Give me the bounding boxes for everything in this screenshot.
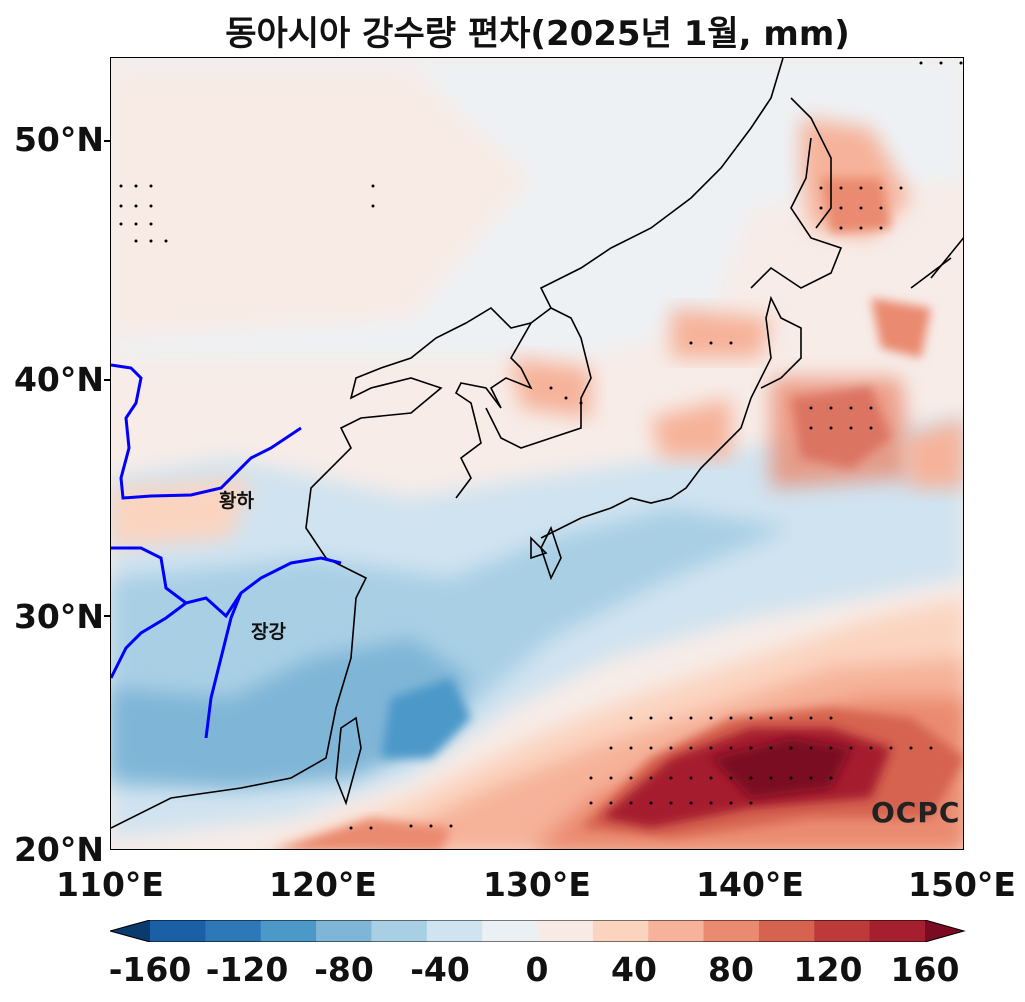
- colorbar-label: 120: [793, 950, 863, 989]
- lon-label-150: 150°E: [908, 865, 1016, 904]
- anomaly-field: [111, 58, 963, 849]
- yangtze-river-label: 장강: [251, 621, 286, 643]
- colorbar-cell: [150, 920, 206, 942]
- map-canvas: [111, 58, 963, 849]
- colorbar-cell: [316, 920, 372, 942]
- rivers: [111, 363, 342, 739]
- ocpc-logo: OCPC: [871, 796, 961, 829]
- lat-label-50: 50°N: [13, 120, 104, 159]
- precipitation-anomaly-map: 황하 장강 OCPC: [110, 57, 964, 850]
- colorbar-cell: [869, 920, 926, 942]
- colorbar-cell: [426, 920, 483, 942]
- colorbar-cell: [592, 920, 649, 942]
- lat-tick: [104, 379, 110, 381]
- lon-label-120: 120°E: [269, 865, 377, 904]
- colorbar-cell: [537, 920, 594, 942]
- colorbar-cell: [482, 920, 538, 942]
- colorbar-cell: [703, 920, 760, 942]
- colorbar-max-extend: [925, 920, 964, 942]
- yellow-river-label: 황하: [219, 490, 254, 512]
- colorbar-label: -160: [108, 950, 192, 989]
- lon-label-140: 140°E: [696, 865, 804, 904]
- colorbar-label: 80: [708, 950, 754, 989]
- colorbar-cell: [260, 920, 317, 942]
- colorbar-cell: [205, 920, 262, 942]
- map-title: 동아시아 강수량 편차(2025년 1월, mm): [225, 14, 850, 54]
- colorbar-label: -40: [410, 950, 470, 989]
- lat-label-40: 40°N: [13, 360, 104, 399]
- significance-stippling: [119, 61, 963, 830]
- colorbar-cell: [758, 920, 815, 942]
- colorbar-cell: [648, 920, 705, 942]
- lat-tick: [104, 615, 110, 617]
- colorbar-label: -80: [314, 950, 374, 989]
- colorbar-cell: [814, 920, 871, 942]
- colorbar-label: -120: [205, 950, 289, 989]
- lat-label-20: 20°N: [13, 830, 104, 869]
- colorbar-label: 40: [611, 950, 657, 989]
- colorbar-cell: [371, 920, 428, 942]
- colorbar-min-extend: [110, 920, 150, 942]
- lon-label-110: 110°E: [56, 865, 164, 904]
- lat-label-30: 30°N: [13, 597, 104, 636]
- lat-tick: [104, 140, 110, 142]
- coastlines: [111, 58, 963, 829]
- colorbar: [110, 920, 966, 942]
- colorbar-label: 160: [890, 950, 960, 989]
- lon-label-130: 130°E: [483, 865, 591, 904]
- colorbar-label: 0: [525, 950, 549, 989]
